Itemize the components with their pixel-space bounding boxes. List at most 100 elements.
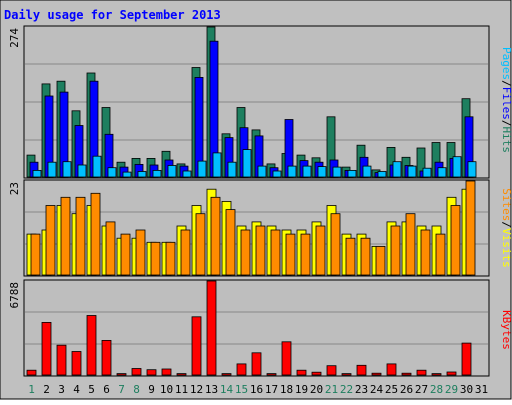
day-label-11: 11: [175, 383, 188, 396]
bar-hits-day-3: [62, 161, 72, 178]
axis-max-label: 6788: [8, 282, 21, 309]
bar-kbytes-day-21: [326, 365, 337, 376]
ylabel-part: Files: [500, 87, 512, 120]
bar-hits-day-9: [152, 169, 162, 178]
day-labels: 1 2 3 4 5 6 7 8 9 10 11 12 13 14 15 16 17 18 19 20 21 22 23 24 2…: [28, 383, 488, 396]
day-label-14: 14: [220, 383, 234, 396]
bar-kbytes-day-25: [386, 363, 397, 376]
bar-kbytes-day-18: [281, 341, 292, 376]
bar-sites-day-4: [75, 196, 86, 276]
day-label-28: 28: [430, 383, 443, 396]
bar-sites-day-21: [330, 213, 341, 276]
bar-sites-day-12: [195, 213, 206, 276]
bar-kbytes-day-29: [446, 371, 457, 376]
axis-max-label: 274: [8, 28, 21, 48]
day-label-23: 23: [355, 383, 368, 396]
bar-kbytes-day-6: [101, 339, 112, 376]
bar-sites-day-23: [360, 237, 371, 276]
bar-hits-day-5: [92, 155, 102, 178]
panel-kbytes: 6788: [8, 279, 490, 377]
bar-hits-day-20: [317, 166, 327, 178]
bar-kbytes-day-12: [191, 316, 202, 376]
day-label-2: 2: [43, 383, 50, 396]
bar-hits-day-8: [137, 171, 147, 178]
ylabel-part: /: [500, 120, 512, 127]
bar-hits-day-21: [332, 166, 342, 178]
bar-sites-day-24: [375, 245, 386, 276]
panel-pages_files_hits: 274: [8, 25, 490, 179]
bar-sites-day-29: [450, 205, 461, 276]
bar-sites-day-27: [420, 229, 431, 276]
bar-hits-day-28: [437, 167, 447, 178]
bar-sites-day-15: [240, 229, 251, 276]
day-label-27: 27: [415, 383, 428, 396]
ylabel-part: /: [500, 221, 512, 228]
bar-sites-day-16: [255, 225, 266, 276]
bar-kbytes-day-17: [266, 373, 277, 376]
bar-sites-day-30: [465, 180, 476, 276]
ylabel-sites-visits: Sites/Visits: [500, 188, 512, 268]
bar-hits-day-30: [467, 161, 477, 178]
bar-hits-day-18: [287, 165, 297, 178]
bar-hits-day-16: [257, 165, 267, 178]
day-label-8: 8: [133, 383, 140, 396]
bar-hits-day-13: [212, 152, 222, 178]
ylabel-part: Visits: [500, 228, 512, 268]
bar-kbytes-day-13: [206, 280, 217, 376]
bar-hits-day-27: [422, 167, 432, 178]
bar-kbytes-day-27: [416, 369, 427, 376]
bar-kbytes-day-22: [341, 373, 352, 376]
day-label-4: 4: [73, 383, 80, 396]
day-label-6: 6: [103, 383, 110, 396]
bar-sites-day-20: [315, 225, 326, 276]
bar-hits-day-10: [167, 165, 177, 178]
axis-max-label: 23: [8, 182, 21, 195]
day-label-16: 16: [250, 383, 263, 396]
day-label-31: 31: [475, 383, 488, 396]
bar-kbytes-day-28: [431, 373, 442, 376]
bar-hits-day-2: [47, 161, 57, 178]
bar-sites-day-9: [150, 241, 161, 276]
day-label-21: 21: [325, 383, 338, 396]
bar-kbytes-day-26: [401, 372, 412, 376]
day-label-10: 10: [160, 383, 173, 396]
ylabel-part: Pages: [500, 47, 512, 80]
bar-kbytes-day-10: [161, 368, 172, 376]
bar-kbytes-day-23: [356, 364, 367, 376]
bar-sites-day-14: [225, 209, 236, 276]
ylabel-part: KBytes: [500, 310, 512, 350]
bar-kbytes-day-20: [311, 371, 322, 376]
bar-sites-day-3: [60, 196, 71, 276]
bar-kbytes-day-14: [221, 373, 232, 376]
bar-hits-day-4: [77, 164, 87, 178]
bar-kbytes-day-8: [131, 368, 142, 376]
bar-sites-day-18: [285, 233, 296, 276]
bar-hits-day-24: [377, 171, 387, 178]
bar-kbytes-day-30: [461, 342, 472, 376]
day-label-25: 25: [385, 383, 398, 396]
day-label-3: 3: [58, 383, 65, 396]
bar-sites-day-25: [390, 225, 401, 276]
bar-kbytes-day-19: [296, 369, 307, 376]
bar-sites-day-26: [405, 213, 416, 276]
bar-hits-day-7: [122, 171, 132, 178]
bar-sites-day-10: [165, 241, 176, 276]
bar-hits-day-26: [407, 165, 417, 178]
ylabel-kbytes: KBytes: [500, 310, 512, 350]
chart-title: Daily usage for September 2013: [4, 8, 221, 22]
ylabel-part: Sites: [500, 188, 512, 221]
day-label-1: 1: [28, 383, 35, 396]
bar-sites-day-28: [435, 233, 446, 276]
day-label-15: 15: [235, 383, 248, 396]
bar-hits-day-22: [347, 169, 357, 178]
day-label-30: 30: [460, 383, 473, 396]
day-label-12: 12: [190, 383, 203, 396]
bar-sites-day-13: [210, 196, 221, 276]
bar-hits-day-12: [197, 160, 207, 178]
bar-kbytes-day-4: [71, 351, 82, 376]
day-label-24: 24: [370, 383, 384, 396]
day-label-7: 7: [118, 383, 125, 396]
bar-kbytes-day-3: [56, 344, 67, 376]
bar-sites-day-22: [345, 237, 356, 276]
